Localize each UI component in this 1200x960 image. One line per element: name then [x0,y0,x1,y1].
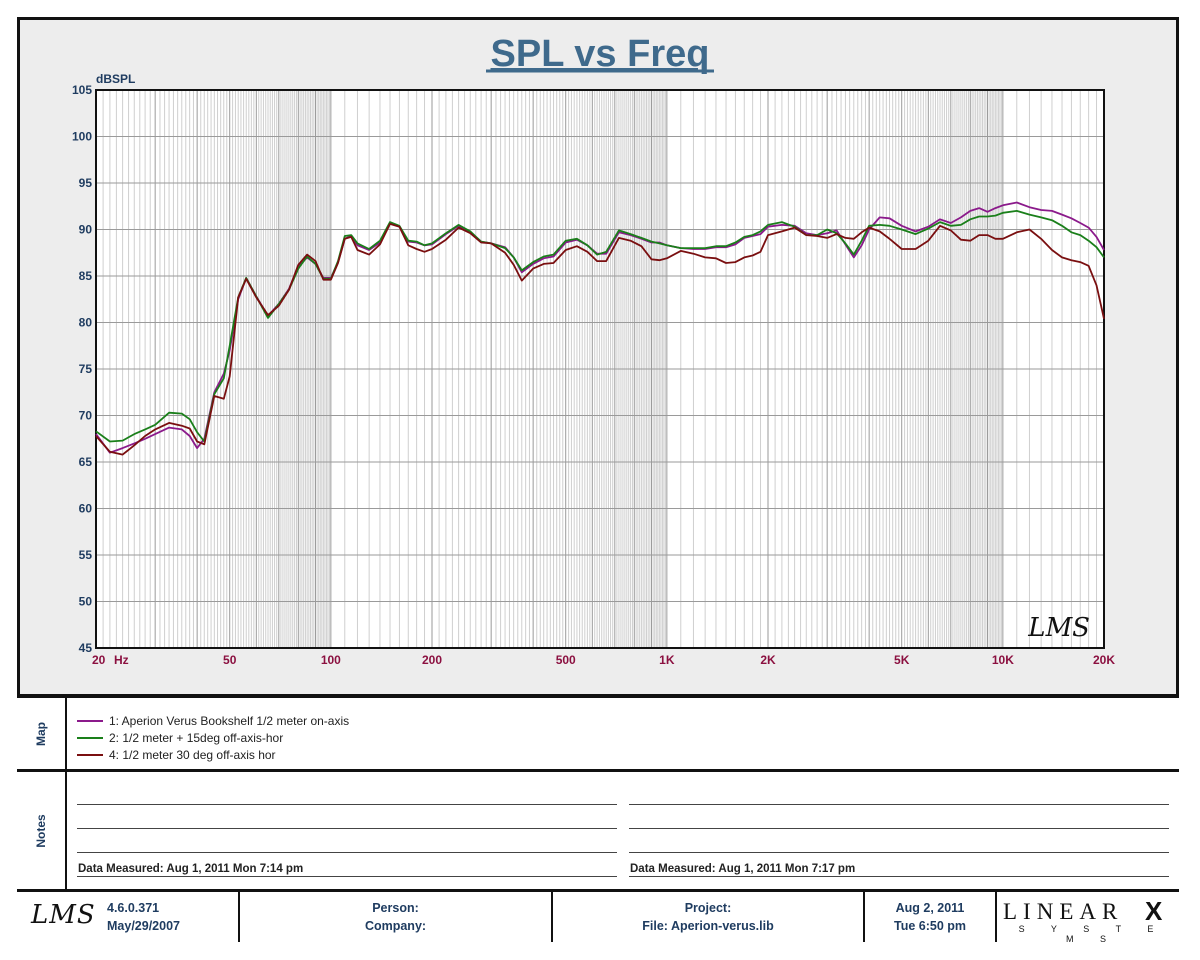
y-tick-label: 105 [72,83,92,97]
notes-panel: Notes Data Measured: Aug 1, 2011 Mon 7:1… [17,772,1179,892]
version-date: May/29/2007 [107,919,180,933]
brand-x: X [1145,896,1163,926]
notes-side-label: Notes [17,772,67,889]
lms-logo: LMS [31,900,96,930]
legend-entry-3: 4: 1/2 meter 30 deg off-axis hor [77,748,276,762]
print-time: Tue 6:50 pm [893,919,966,933]
notes-label: Notes [34,813,48,848]
footer-person-cell: Person: Company: [240,892,553,942]
footer-panel: LMS 4.6.0.371 May/29/2007 Person: Compan… [17,892,1179,944]
legend-entry-2: 2: 1/2 meter + 15deg off-axis-hor [77,731,283,745]
x-tick-label: 10K [992,653,1014,667]
note-measured-left: Data Measured: Aug 1, 2011 Mon 7:14 pm [78,863,304,875]
y-tick-label: 50 [79,595,93,609]
note-line [77,804,617,805]
y-tick-label: 65 [79,455,93,469]
plot-border [95,89,1105,649]
series-line-3 [95,223,1105,456]
y-tick-label: 80 [79,316,93,330]
version-number: 4.6.0.371 [107,901,160,915]
chart-watermark: LMS [1027,613,1090,643]
footer-date-cell: Aug 2, 2011 Tue 6:50 pm [865,892,997,942]
series-line-2 [95,210,1105,443]
legend-swatch-3 [77,754,103,756]
brand-logo: LINEAR X S Y S T E M S [997,892,1179,944]
map-panel: Map 1: Aperion Verus Bookshelf 1/2 meter… [17,694,1179,772]
x-tick-label: 50 [223,653,237,667]
legend-text-1: 1: Aperion Verus Bookshelf 1/2 meter on-… [109,714,350,728]
project-label: Project: [684,901,732,915]
chart-title: SPL vs Freq [491,33,710,75]
y-tick-label: 45 [79,641,93,655]
x-axis-unit: Hz [114,653,129,667]
note-line [77,828,617,829]
y-axis-label: dBSPL [96,72,135,86]
footer-version-cell: LMS 4.6.0.371 May/29/2007 [17,892,240,942]
x-tick-label: 20K [1093,653,1115,667]
file-name: File: Aperion-verus.lib [642,919,774,933]
x-tick-label: 2K [760,653,776,667]
map-label: Map [34,721,48,746]
map-side-label: Map [17,698,67,769]
brand-sub: S Y S T E M S [1018,924,1166,944]
legend-entry-1: 1: Aperion Verus Bookshelf 1/2 meter on-… [77,714,349,728]
legend-swatch-1 [77,720,103,722]
note-line [629,804,1169,805]
x-tick-label: 5K [894,653,910,667]
y-tick-label: 75 [79,362,93,376]
brand-name: LINEAR [1003,899,1124,924]
y-tick-label: 100 [72,130,92,144]
note-line [629,852,1169,853]
chart: 45 50 55 60 65 70 75 80 85 90 95 100 105 20 50 100 200 50… [72,33,1115,667]
x-tick-label: 100 [321,653,341,667]
y-tick-label: 90 [79,223,93,237]
note-line [629,828,1169,829]
company-label: Company: [364,919,427,933]
note-line [629,876,1169,877]
x-tick-label: 500 [556,653,576,667]
note-measured-right: Data Measured: Aug 1, 2011 Mon 7:17 pm [630,863,856,875]
note-line [77,852,617,853]
y-tick-label: 85 [79,269,93,283]
footer-project-cell: Project: File: Aperion-verus.lib [553,892,865,942]
y-tick-label: 95 [79,176,93,190]
note-line [77,876,617,877]
x-tick-label: 1K [659,653,675,667]
legend-text-3: 4: 1/2 meter 30 deg off-axis hor [109,748,276,762]
x-tick-label: 200 [422,653,442,667]
y-tick-label: 70 [79,409,93,423]
legend-swatch-2 [77,737,103,739]
person-label: Person: [372,901,419,915]
legend-text-2: 2: 1/2 meter + 15deg off-axis-hor [109,731,284,745]
x-tick-label: 20 [92,653,106,667]
print-date: Aug 2, 2011 [895,901,965,915]
y-tick-label: 55 [79,548,93,562]
y-tick-label: 60 [79,502,93,516]
